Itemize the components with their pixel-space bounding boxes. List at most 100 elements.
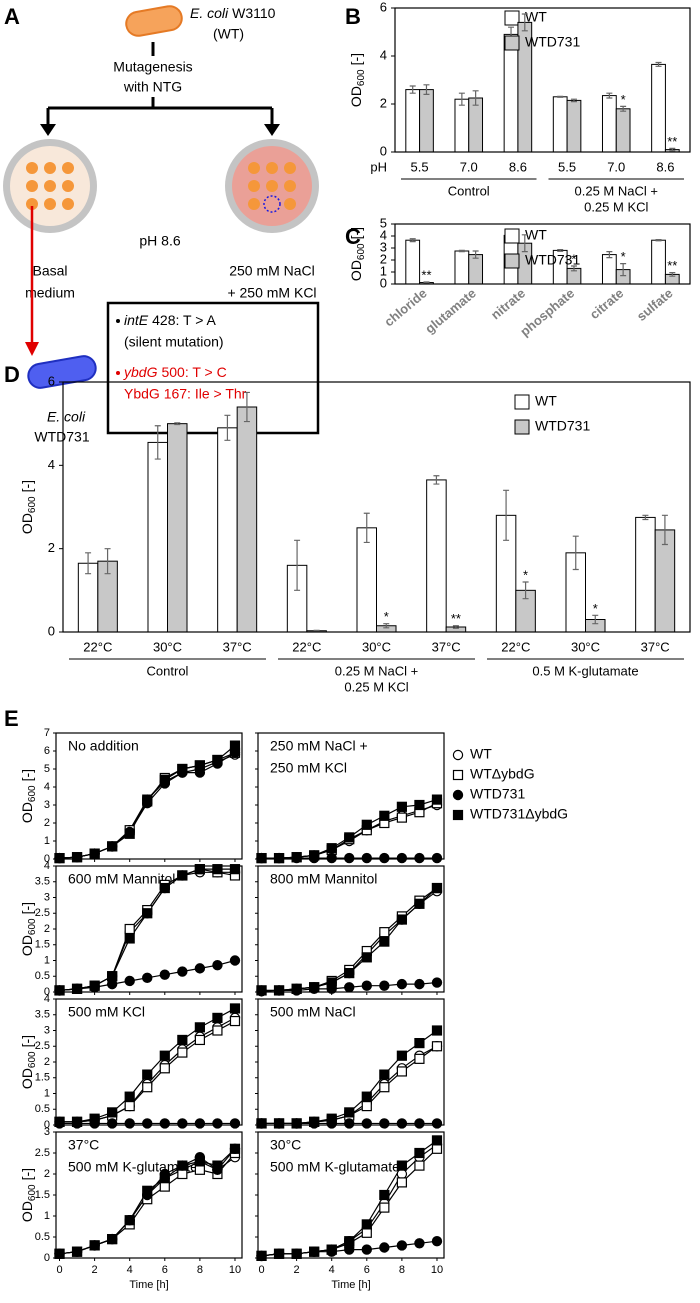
marker [177, 870, 188, 881]
bar [468, 254, 484, 285]
bar [405, 239, 421, 285]
x-tick-label: 8 [197, 1264, 203, 1276]
y-axis-label-main: OD [348, 260, 364, 281]
y-tick-label: 2 [44, 923, 50, 935]
marker [124, 933, 135, 944]
marker [344, 1107, 355, 1118]
y-tick-label: 0 [44, 853, 50, 865]
significance: * [571, 251, 576, 266]
bar [426, 479, 447, 633]
marker [106, 1118, 118, 1129]
marker [361, 1244, 372, 1255]
mutation: ybdG 500: T > C [123, 364, 227, 380]
y-tick-label: 2 [380, 251, 387, 266]
bullet [116, 371, 120, 375]
marker [194, 1164, 205, 1175]
x-tick-label: glutamate [422, 285, 479, 336]
marker [431, 977, 443, 988]
marker [414, 799, 425, 811]
marker [326, 977, 337, 988]
y-tick-label: 3.5 [35, 1009, 50, 1021]
marker [212, 1025, 223, 1036]
gene: ybdG [123, 364, 158, 380]
marker [142, 1185, 153, 1196]
legend-swatch [504, 35, 520, 51]
significance: * [621, 92, 626, 107]
marker [159, 969, 170, 980]
plate-label: medium [25, 285, 75, 301]
bar [552, 96, 568, 153]
marker [396, 1177, 407, 1188]
y-axis-label-unit: [-] [19, 1168, 35, 1180]
marker [396, 852, 408, 864]
panel-title: 500 mM KCl [68, 1004, 145, 1020]
marker [379, 810, 390, 821]
marker [326, 843, 337, 854]
x-tick-label: 37°C [223, 639, 252, 654]
marker [159, 1181, 170, 1192]
marker [431, 1235, 443, 1247]
marker [159, 774, 170, 785]
y-tick-label: 3 [380, 239, 387, 254]
marker [431, 1025, 443, 1036]
x-tick-label: 22°C [501, 639, 530, 654]
bar [468, 97, 484, 153]
y-axis-label-sub: 600 [27, 496, 38, 513]
marker [326, 852, 337, 864]
marker [379, 927, 390, 938]
marker [344, 967, 355, 979]
marker [159, 882, 170, 894]
panel-title: 250 mM KCl [270, 760, 347, 776]
marker [107, 1233, 118, 1245]
marker [142, 1082, 153, 1093]
marker [194, 1156, 205, 1167]
bar [167, 423, 188, 633]
condition: pH 8.6 [139, 233, 180, 249]
marker [89, 980, 100, 991]
error-bar [620, 263, 627, 277]
mutagenesis-label: Mutagenesis [113, 59, 192, 75]
plot-frame [55, 732, 243, 860]
panel-title: No addition [68, 738, 139, 754]
marker [194, 864, 205, 875]
y-tick-label: 2 [44, 1056, 50, 1068]
y-tick-label: 4 [48, 457, 55, 472]
bar [601, 254, 617, 285]
group-label: 0.25 M NaCl + [575, 183, 658, 198]
error-bar [423, 281, 430, 284]
bar [236, 406, 258, 633]
error-bar [572, 535, 579, 571]
y-axis-label: OD600 [-] [19, 480, 38, 534]
marker [379, 936, 390, 947]
plate-label: Basal [32, 263, 67, 279]
panel-letter: C [345, 224, 361, 249]
mutant-strain: WTD731 [34, 429, 89, 445]
series-line [59, 868, 236, 992]
marker [159, 1050, 170, 1061]
panel-title: 800 mM Mannitol [270, 871, 377, 887]
y-axis-label-sub: 600 [27, 785, 38, 802]
error-bar [661, 514, 668, 546]
y-axis-label-unit: [-] [19, 1035, 35, 1047]
group-label: Control [147, 663, 189, 678]
marker [177, 1034, 188, 1046]
legend-label: WT [535, 393, 557, 409]
marker [431, 1135, 443, 1146]
panel-title: 37°C [68, 1137, 99, 1153]
panel-title: 500 mM NaCl [270, 1004, 356, 1020]
x-tick-label: 4 [127, 1264, 133, 1276]
marker [212, 960, 223, 971]
panel-letter: B [345, 4, 361, 29]
y-axis-label-main: OD [348, 86, 364, 107]
significance: ** [667, 134, 677, 149]
x-tick-label: 30°C [571, 639, 600, 654]
marker [71, 983, 83, 994]
panel-title: 600 mM Mannitol [68, 871, 175, 887]
arrowhead [25, 342, 39, 356]
error-bar [620, 105, 627, 112]
marker [379, 1242, 390, 1253]
marker [124, 1091, 135, 1102]
marker [124, 975, 135, 987]
marker [229, 955, 241, 966]
y-tick-label: 3 [44, 1024, 50, 1036]
